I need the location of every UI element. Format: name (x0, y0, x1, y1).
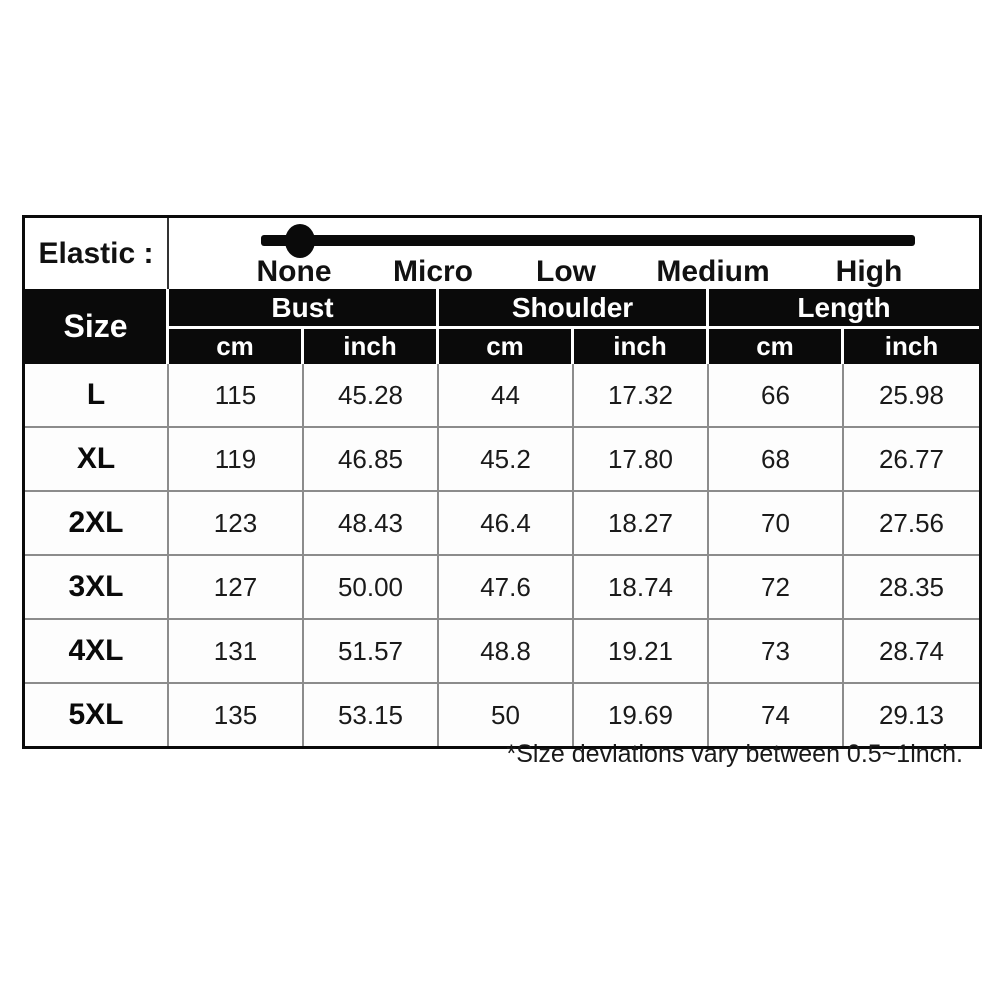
value-cell: 18.74 (574, 556, 709, 620)
value-cell: 47.6 (439, 556, 574, 620)
value-cell: 27.56 (844, 492, 979, 556)
value-cell: 53.15 (304, 684, 439, 746)
elastic-slider: None Micro Low Medium High (169, 218, 979, 289)
length-cm-header: cm (709, 329, 844, 364)
elastic-level-high: High (835, 255, 903, 288)
bust-cm-header: cm (169, 329, 304, 364)
size-cell: L (25, 364, 169, 428)
size-chart-table-wrap: Elastic : None Micro Low Medium High (22, 215, 982, 749)
value-cell: 19.21 (574, 620, 709, 684)
value-cell: 17.80 (574, 428, 709, 492)
table-row: XL 119 46.85 45.2 17.80 68 26.77 (25, 428, 979, 492)
value-cell: 26.77 (844, 428, 979, 492)
value-cell: 68 (709, 428, 844, 492)
bust-inch-header: inch (304, 329, 439, 364)
shoulder-group-header: Shoulder (439, 289, 709, 329)
value-cell: 46.4 (439, 492, 574, 556)
elastic-level-low: Low (536, 255, 596, 288)
value-cell: 19.69 (574, 684, 709, 746)
value-cell: 74 (709, 684, 844, 746)
value-cell: 48.8 (439, 620, 574, 684)
value-cell: 115 (169, 364, 304, 428)
value-cell: 51.57 (304, 620, 439, 684)
value-cell: 48.43 (304, 492, 439, 556)
elastic-levels: None Micro Low Medium High (169, 218, 979, 289)
value-cell: 70 (709, 492, 844, 556)
value-cell: 45.2 (439, 428, 574, 492)
value-cell: 50 (439, 684, 574, 746)
value-cell: 50.00 (304, 556, 439, 620)
value-cell: 131 (169, 620, 304, 684)
elastic-level-micro: Micro (392, 255, 474, 288)
unit-header-row: cm inch cm inch cm inch (25, 329, 979, 364)
size-column-header: Size (25, 289, 169, 364)
size-cell: 5XL (25, 684, 169, 746)
size-cell: XL (25, 428, 169, 492)
shoulder-cm-header: cm (439, 329, 574, 364)
shoulder-inch-header: inch (574, 329, 709, 364)
size-table: Elastic : None Micro Low Medium High (22, 215, 982, 749)
slider-thumb-icon (285, 224, 315, 258)
table-row: L 115 45.28 44 17.32 66 25.98 (25, 364, 979, 428)
size-cell: 4XL (25, 620, 169, 684)
length-group-header: Length (709, 289, 979, 329)
value-cell: 28.74 (844, 620, 979, 684)
table-row: 2XL 123 48.43 46.4 18.27 70 27.56 (25, 492, 979, 556)
value-cell: 127 (169, 556, 304, 620)
bust-group-header: Bust (169, 289, 439, 329)
value-cell: 66 (709, 364, 844, 428)
elastic-row: Elastic : None Micro Low Medium High (25, 218, 979, 289)
value-cell: 25.98 (844, 364, 979, 428)
value-cell: 44 (439, 364, 574, 428)
group-header-row: Size Bust Shoulder Length (25, 289, 979, 364)
value-cell: 135 (169, 684, 304, 746)
table-row: 4XL 131 51.57 48.8 19.21 73 28.74 (25, 620, 979, 684)
elastic-level-medium: Medium (656, 255, 770, 288)
value-cell: 119 (169, 428, 304, 492)
elastic-label: Elastic : (25, 218, 169, 289)
value-cell: 46.85 (304, 428, 439, 492)
value-cell: 73 (709, 620, 844, 684)
value-cell: 45.28 (304, 364, 439, 428)
value-cell: 18.27 (574, 492, 709, 556)
table-row: 5XL 135 53.15 50 19.69 74 29.13 (25, 684, 979, 746)
slider-track (261, 235, 915, 246)
table-row: 3XL 127 50.00 47.6 18.74 72 28.35 (25, 556, 979, 620)
value-cell: 29.13 (844, 684, 979, 746)
value-cell: 72 (709, 556, 844, 620)
elastic-level-none: None (256, 255, 332, 288)
size-cell: 3XL (25, 556, 169, 620)
length-inch-header: inch (844, 329, 979, 364)
size-deviation-note: *Size deviations vary between 0.5~1inch. (506, 740, 963, 768)
size-cell: 2XL (25, 492, 169, 556)
value-cell: 17.32 (574, 364, 709, 428)
value-cell: 28.35 (844, 556, 979, 620)
value-cell: 123 (169, 492, 304, 556)
